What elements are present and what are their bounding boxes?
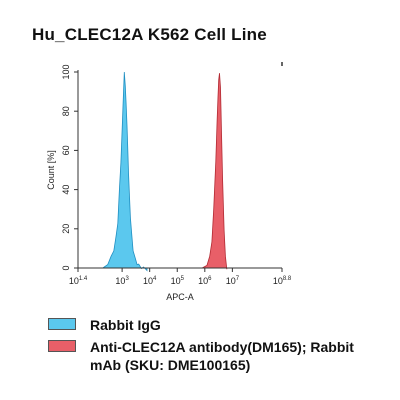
legend-label-rabbit-igg: Rabbit IgG <box>90 317 161 333</box>
x-tick-label: 101.4 <box>69 276 88 286</box>
x-tick-label: 104 <box>143 276 157 286</box>
y-tick-label: 20 <box>61 224 71 234</box>
y-tick-label: 80 <box>61 106 71 116</box>
histogram-series-0 <box>101 71 148 272</box>
x-tick-label: 107 <box>226 276 240 286</box>
legend-swatch-anti-clec12a <box>48 340 76 352</box>
legend-label-anti-clec12a: Anti-CLEC12A antibody(DM165); Rabbit mAb… <box>90 339 354 373</box>
legend-swatch-rabbit-igg <box>48 318 76 330</box>
x-tick-label: 103 <box>115 276 129 286</box>
y-axis-label: Count [%] <box>46 150 56 190</box>
x-tick-label: 105 <box>171 276 185 286</box>
y-tick-label: 60 <box>61 145 71 155</box>
y-tick-label: 0 <box>61 265 71 270</box>
x-axis-label: APC-A <box>166 292 194 302</box>
x-tick-label: 108.8 <box>273 276 292 286</box>
x-tick-label: 106 <box>198 276 212 286</box>
y-tick-label: 100 <box>61 64 71 79</box>
histogram-series-1 <box>201 73 228 270</box>
chart-title: Hu_CLEC12A K562 Cell Line <box>32 25 267 44</box>
y-tick-label: 40 <box>61 185 71 195</box>
